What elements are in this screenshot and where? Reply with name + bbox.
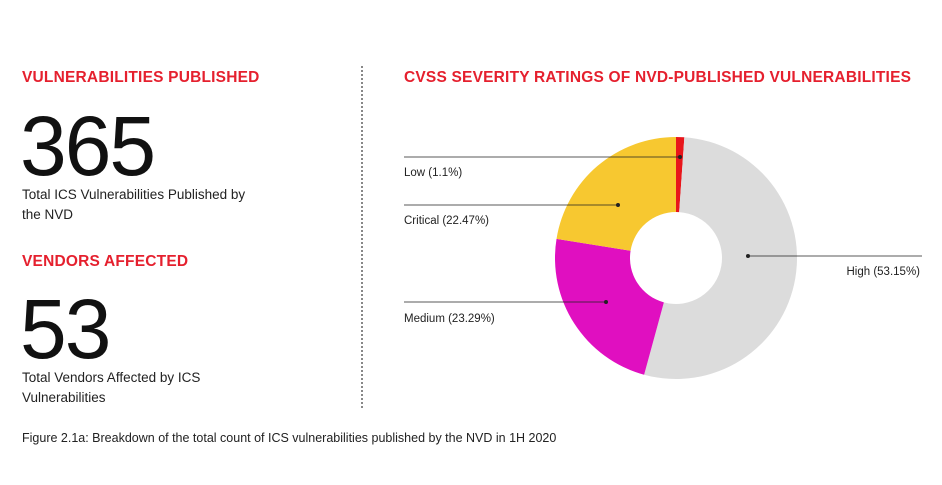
chart-title: CVSS SEVERITY RATINGS OF NVD-PUBLISHED V… bbox=[404, 69, 912, 86]
section-divider bbox=[361, 66, 363, 408]
leader-dot-low bbox=[678, 155, 682, 159]
label-critical: Critical (22.47%) bbox=[404, 215, 489, 227]
vulnerabilities-heading: VULNERABILITIES PUBLISHED bbox=[22, 69, 260, 86]
label-low: Low (1.1%) bbox=[404, 167, 462, 179]
slice-critical bbox=[556, 137, 676, 251]
vendors-heading: VENDORS AFFECTED bbox=[22, 253, 189, 270]
leader-dot-high bbox=[746, 254, 750, 258]
vulnerabilities-description: Total ICS Vulnerabilities Published by t… bbox=[22, 187, 246, 222]
slice-medium bbox=[555, 238, 664, 375]
severity-donut-chart: Low (1.1%) High (53.15%) Medium (23.29%) Cr… bbox=[404, 137, 922, 380]
vendors-description: Total Vendors Affected by ICS Vulnerabil… bbox=[22, 370, 201, 405]
figure-caption: Figure 2.1a: Breakdown of the total coun… bbox=[22, 431, 557, 445]
leader-dot-medium bbox=[604, 300, 608, 304]
label-medium: Medium (23.29%) bbox=[404, 313, 495, 325]
vendors-count: 53 bbox=[20, 282, 111, 376]
leader-dot-critical bbox=[616, 203, 620, 207]
slice-high bbox=[644, 137, 798, 380]
vulnerabilities-count: 365 bbox=[20, 99, 156, 193]
label-high: High (53.15%) bbox=[846, 266, 920, 278]
slice-low bbox=[676, 137, 685, 213]
